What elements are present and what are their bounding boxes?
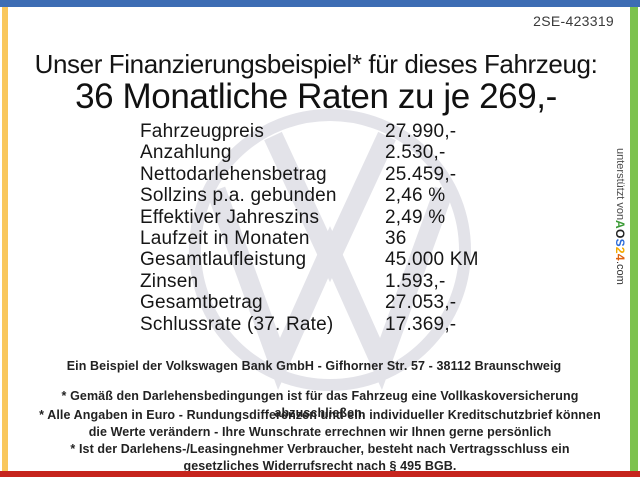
footnote-insurance: * Gemäß den Darlehensbedingungen ist für…	[61, 389, 579, 420]
page-title: Unser Finanzierungsbeispiel* für dieses …	[34, 49, 598, 79]
row-label: Fahrzeugpreis	[140, 121, 265, 142]
footnote-withdrawal-right: * Ist der Darlehens-/Leasingnehmer Verbr…	[70, 442, 570, 473]
row-value: 2.530,-	[385, 142, 446, 164]
row-label: Gesamtbetrag	[140, 292, 263, 314]
rate-headline: 36 Monatliche Raten zu je 269,-	[75, 77, 557, 116]
brand-letter: O	[613, 229, 627, 239]
table-row: Schlussrate (37. Rate) 17.369,-	[140, 314, 610, 335]
bank-address-line: Ein Beispiel der Volkswagen Bank GmbH - …	[66, 359, 562, 373]
row-label: Gesamtlaufleistung	[140, 249, 307, 271]
row-label: Sollzins p.a. gebunden	[140, 185, 337, 207]
footnote-euro-values: * Alle Angaben in Euro - Rundungsdiffere…	[39, 408, 601, 439]
table-row: Effektiver Jahreszins 2,49 %	[140, 207, 610, 228]
brand-letter: S	[613, 238, 627, 248]
row-value: 2,49 %	[385, 206, 446, 228]
row-value: 27.053,-	[385, 292, 457, 314]
frame-top-bar	[0, 0, 640, 7]
table-row: Zinsen 1.593,-	[140, 271, 610, 292]
row-value: 2,46 %	[385, 185, 446, 207]
table-row: Laufzeit in Monaten 36	[140, 228, 610, 249]
row-value: 27.990,-	[385, 121, 457, 142]
brand-suffix: .com	[614, 261, 626, 285]
row-value: 17.369,-	[385, 313, 457, 335]
brand-letter: A	[613, 220, 627, 230]
frame-bottom-bar	[0, 471, 640, 477]
frame-right-bar	[630, 7, 638, 471]
table-row: Nettodarlehensbetrag 25.459,-	[140, 164, 610, 185]
supported-by-label: unterstützt von	[614, 148, 626, 221]
vw-logo-watermark-icon	[180, 100, 480, 400]
brand-letter: 4	[613, 254, 627, 262]
table-row: Gesamtbetrag 27.053,-	[140, 292, 610, 313]
row-label: Anzahlung	[140, 142, 232, 164]
table-row: Sollzins p.a. gebunden 2,46 %	[140, 185, 610, 206]
row-label: Laufzeit in Monaten	[140, 228, 310, 250]
row-label: Effektiver Jahreszins	[140, 206, 320, 228]
supported-by-credit: unterstützt von AOS24 .com	[613, 148, 627, 358]
brand-letter: 2	[613, 247, 627, 255]
aos24-logo: AOS24	[613, 220, 627, 261]
financing-table: Fahrzeugpreis 27.990,- Anzahlung 2.530,-…	[140, 121, 610, 335]
table-row: Anzahlung 2.530,-	[140, 142, 610, 163]
row-label: Schlussrate (37. Rate)	[140, 313, 334, 335]
table-row: Gesamtlaufleistung 45.000 KM	[140, 249, 610, 270]
row-value: 1.593,-	[385, 270, 446, 292]
row-value: 36	[385, 228, 407, 250]
row-value: 45.000 KM	[385, 249, 479, 271]
offer-id: 2SE-423319	[533, 13, 614, 29]
frame-left-bar	[2, 7, 8, 471]
table-row: Fahrzeugpreis 27.990,-	[140, 121, 610, 142]
row-label: Zinsen	[140, 270, 199, 292]
row-value: 25.459,-	[385, 163, 457, 185]
row-label: Nettodarlehensbetrag	[140, 163, 327, 185]
